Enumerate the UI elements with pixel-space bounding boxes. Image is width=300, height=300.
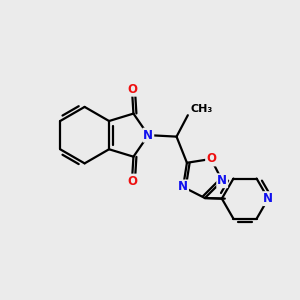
Text: O: O <box>127 175 137 188</box>
Text: CH₃: CH₃ <box>190 104 212 114</box>
Text: O: O <box>206 152 216 166</box>
Text: N: N <box>178 180 188 194</box>
Text: N: N <box>217 174 227 187</box>
Text: N: N <box>263 192 273 205</box>
Text: O: O <box>127 83 137 96</box>
Text: N: N <box>143 129 153 142</box>
